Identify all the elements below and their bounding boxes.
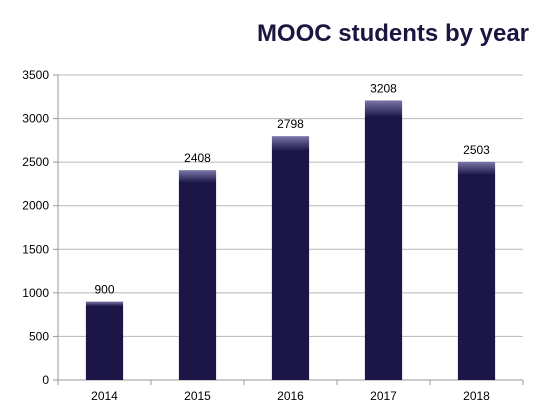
x-tick-label-2015: 2015 <box>184 389 211 403</box>
x-tick-label-2018: 2018 <box>463 389 490 403</box>
y-tick-label: 1500 <box>22 242 49 256</box>
bars <box>85 100 496 381</box>
x-tick-label-2017: 2017 <box>370 389 397 403</box>
x-tick-label-2016: 2016 <box>277 389 304 403</box>
y-tick-label: 1000 <box>22 286 49 300</box>
data-label-2018: 2503 <box>463 143 490 157</box>
chart-title: MOOC students by year <box>256 20 529 47</box>
data-label-2014: 900 <box>94 283 114 297</box>
y-tick-label: 3500 <box>22 68 49 82</box>
x-tick-label-2014: 2014 <box>91 389 118 403</box>
bar-2015 <box>178 170 217 380</box>
y-tick-label: 2000 <box>22 199 49 213</box>
bar-2017 <box>364 100 403 381</box>
data-label-2017: 3208 <box>370 81 397 95</box>
y-tick-label: 0 <box>42 373 49 387</box>
data-label-2016: 2798 <box>277 117 304 131</box>
y-tick-label: 2500 <box>22 155 49 169</box>
y-tick-label: 3000 <box>22 112 49 126</box>
bar-2018 <box>457 161 496 380</box>
labels: 0 500 1000 1500 2000 2500 3000 3500 900 2014 2408 2… <box>22 68 490 403</box>
bar-2014 <box>85 301 124 380</box>
y-tick-label: 500 <box>29 329 49 343</box>
bar-2016 <box>271 136 310 380</box>
data-label-2015: 2408 <box>184 151 211 165</box>
